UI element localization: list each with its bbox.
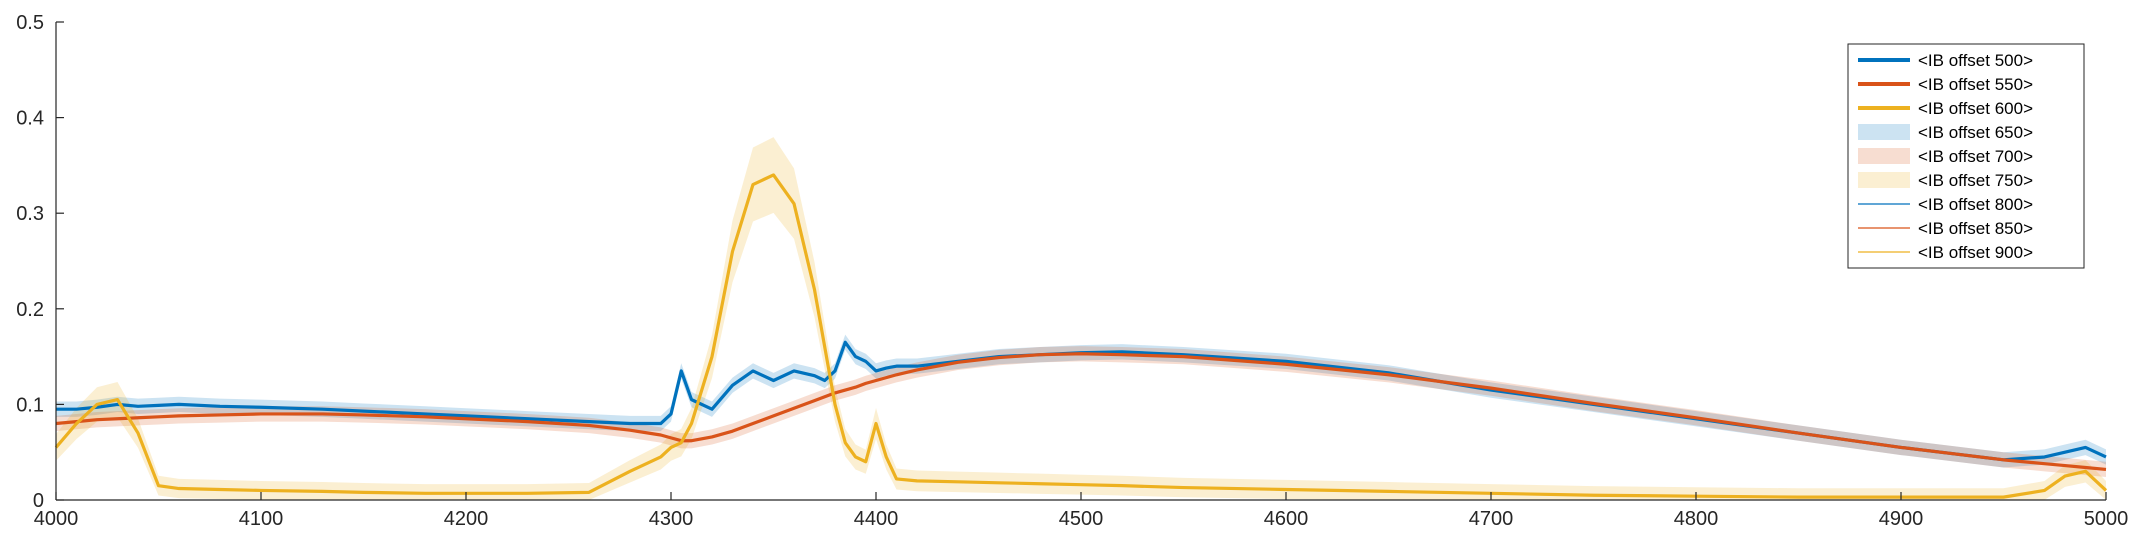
series-lines — [54, 173, 2108, 499]
y-tick-label: 0.1 — [16, 394, 44, 416]
x-tick-label: 4500 — [1059, 508, 1104, 530]
x-tick-label: 5000 — [2084, 508, 2129, 530]
legend-label: <IB offset 800> — [1918, 195, 2033, 214]
legend-swatch — [1858, 172, 1910, 188]
legend-label: <IB offset 850> — [1918, 219, 2033, 238]
x-tick-label: 4600 — [1264, 508, 1309, 530]
y-tick-label: 0.3 — [16, 203, 44, 225]
legend-label: <IB offset 500> — [1918, 51, 2033, 70]
legend-swatch — [1858, 124, 1910, 140]
series-line-2 — [55, 352, 2107, 472]
y-tick-label: 0 — [33, 490, 44, 512]
x-tick-label: 4300 — [649, 508, 694, 530]
x-tick-label: 4900 — [1879, 508, 1924, 530]
legend-label: <IB offset 700> — [1918, 147, 2033, 166]
x-tick-label: 4800 — [1674, 508, 1719, 530]
legend-label: <IB offset 600> — [1918, 99, 2033, 118]
x-tick-label: 4000 — [34, 508, 79, 530]
band-1 — [56, 334, 2106, 468]
x-tick-label: 4400 — [854, 508, 899, 530]
legend-box — [1847, 43, 2085, 269]
x-tick-label: 4200 — [444, 508, 489, 530]
legend-label: <IB offset 550> — [1918, 75, 2033, 94]
legend-swatch — [1858, 148, 1910, 164]
x-tick-label: 4700 — [1469, 508, 1514, 530]
legend-label: <IB offset 750> — [1918, 171, 2033, 190]
legend-label: <IB offset 650> — [1918, 123, 2033, 142]
band-2 — [56, 346, 2106, 478]
legend: <IB offset 500> <IB offset 550> <IB offset… — [1847, 43, 2085, 269]
band-3 — [56, 137, 2106, 500]
y-tick-label: 0.2 — [16, 299, 44, 321]
axes: 4000 4100 4200 4300 4400 4500 4600 4700 4800 4900… — [16, 12, 2128, 530]
y-tick-label: 0.5 — [16, 12, 44, 34]
series-line-3 — [54, 173, 2108, 499]
x-tick-label: 4100 — [239, 508, 284, 530]
y-tick-label: 0.4 — [16, 108, 44, 130]
legend-label: <IB offset 900> — [1918, 243, 2033, 262]
shaded-bands — [56, 137, 2106, 500]
